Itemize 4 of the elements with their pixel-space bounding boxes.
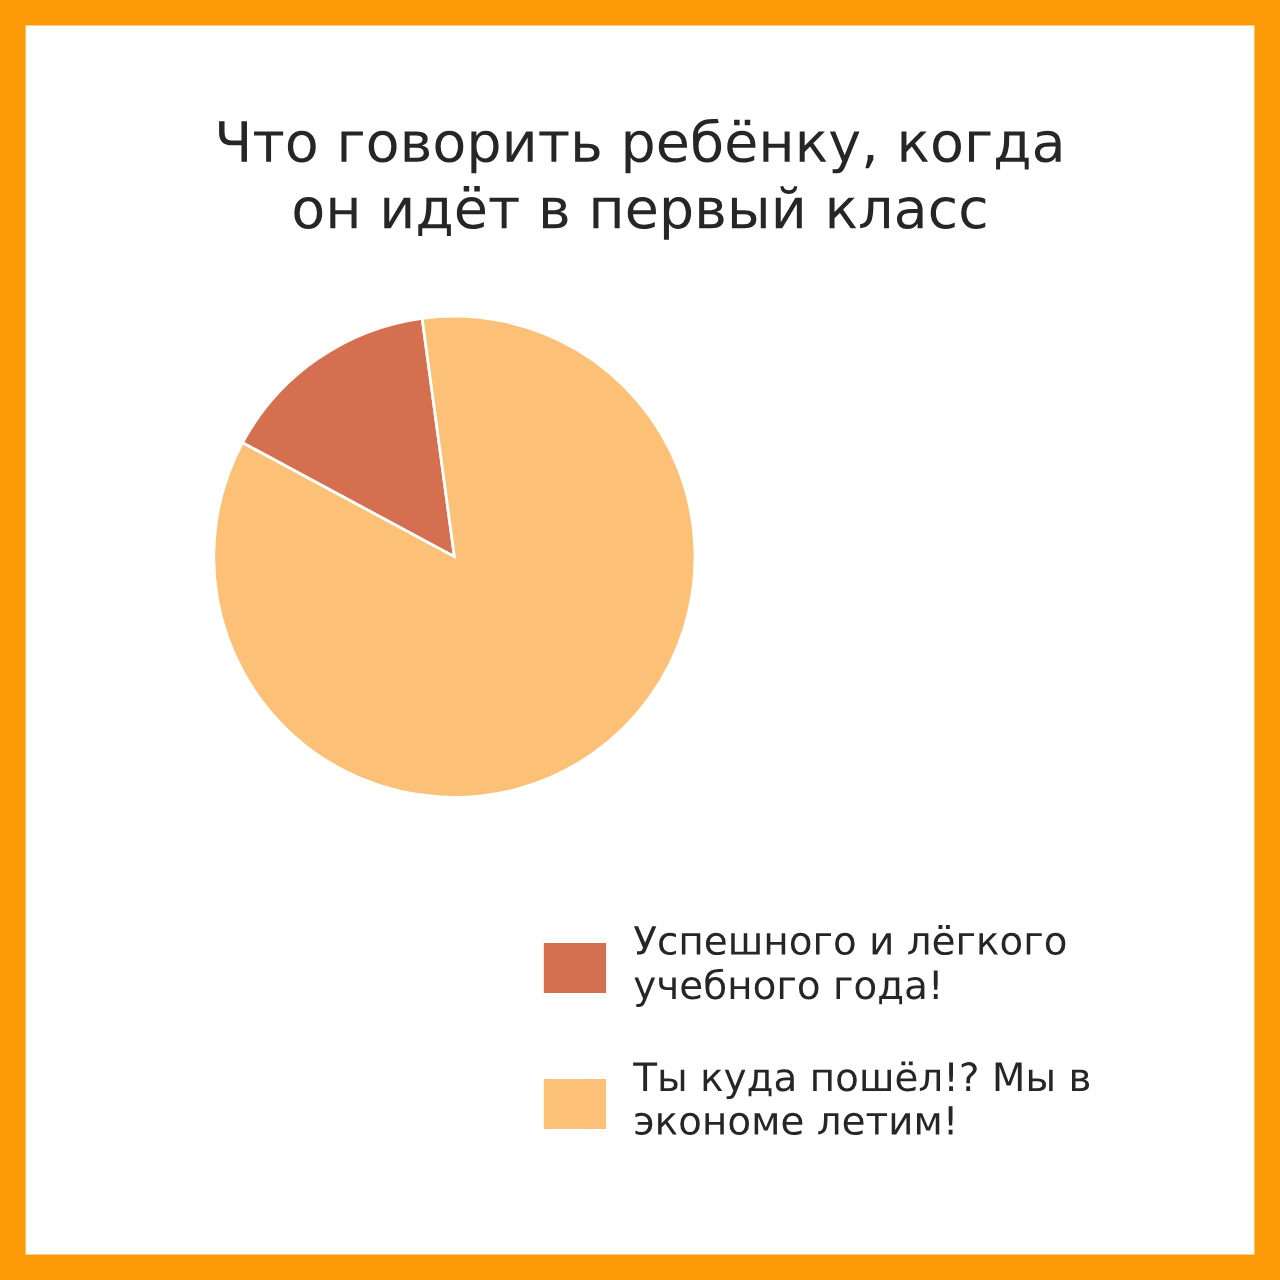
legend-label: Ты куда пошёл!? Мы в экономе летим! [633,1061,1090,1136]
legend-label: Успешного и лёгкого учебного года! [633,925,1066,1007]
pie-slice [212,314,697,799]
chart-title: Что говорить ребёнку, когда он идёт в первый класс [219,118,1061,240]
